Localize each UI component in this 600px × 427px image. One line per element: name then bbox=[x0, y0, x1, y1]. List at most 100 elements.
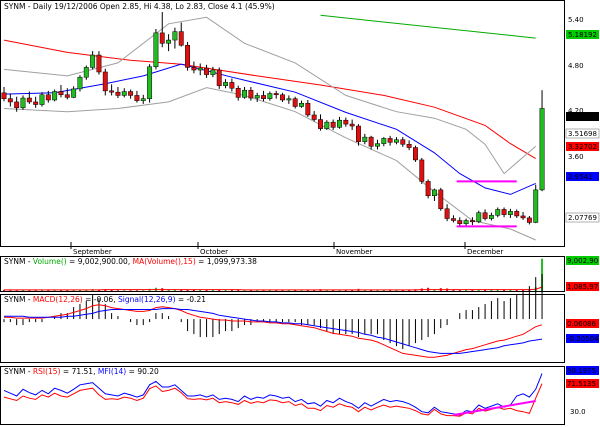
candle-body bbox=[128, 91, 134, 96]
candle-body bbox=[495, 209, 501, 216]
price-tag-label: 3.32702 bbox=[568, 143, 597, 151]
macd-tag-label: 0.06086 bbox=[567, 320, 596, 328]
legend-equals: = bbox=[126, 367, 137, 376]
price-tag-label: 4.1 bbox=[568, 113, 579, 121]
candle-body bbox=[52, 91, 58, 101]
candle-body bbox=[1, 92, 7, 99]
candle-body bbox=[90, 54, 96, 68]
candle-body bbox=[292, 98, 298, 107]
rsi-tag bbox=[566, 379, 599, 388]
volume-bar bbox=[15, 290, 18, 291]
volume-bar bbox=[167, 289, 170, 291]
volume-bar bbox=[490, 289, 493, 291]
volume-bar bbox=[503, 289, 506, 291]
price-tag bbox=[566, 142, 599, 151]
candle-body bbox=[539, 108, 545, 191]
candle-body bbox=[197, 67, 203, 71]
overlay-line bbox=[3, 16, 537, 175]
rsi-line bbox=[3, 383, 543, 417]
macd-signal-label: Signal(12,26,9) bbox=[118, 295, 176, 304]
volume-bar bbox=[104, 289, 107, 291]
candle-body bbox=[330, 121, 336, 128]
overlay-line bbox=[3, 63, 536, 195]
legend-equals: = bbox=[83, 295, 94, 304]
macd-signal-value: -0.21 bbox=[187, 295, 207, 304]
candle-body bbox=[26, 97, 32, 103]
volume-bar bbox=[376, 289, 379, 291]
volume-tag-label: 1,085,97 bbox=[567, 283, 598, 291]
volume-bar bbox=[256, 290, 259, 291]
rsi-tag-label: 90.1975 bbox=[567, 367, 596, 375]
chart-title: SYNM - Daily 19/12/2006 Open 2.85, Hi 4.… bbox=[4, 2, 275, 11]
rsi-tick: 30.0 bbox=[570, 408, 586, 416]
volume-bar bbox=[211, 289, 214, 291]
candle-body bbox=[159, 32, 165, 44]
volume-bar bbox=[53, 289, 56, 291]
candle-body bbox=[375, 143, 380, 147]
candle-body bbox=[254, 95, 260, 99]
volume-bar bbox=[325, 289, 328, 291]
volume-bar bbox=[173, 289, 176, 291]
volume-bar bbox=[515, 289, 518, 291]
volume-legend: SYNM - Volume() = 9,002,900.00, MA(Volum… bbox=[4, 257, 257, 266]
volume-bar bbox=[275, 290, 278, 291]
volume-bar bbox=[72, 289, 75, 291]
channel-layer bbox=[456, 180, 517, 228]
volume-bar bbox=[224, 289, 227, 291]
candle-body bbox=[77, 76, 83, 90]
candle-body bbox=[324, 121, 330, 129]
candle-body bbox=[419, 159, 425, 182]
rsi-tags: 90.1975 71.5135 bbox=[566, 366, 599, 388]
volume-bar bbox=[66, 290, 69, 291]
price-tags: 5.18192 4.1 3.51698 3.32702 2.9541 2.07769 bbox=[565, 30, 600, 223]
candle-body bbox=[450, 218, 456, 221]
volume-bar bbox=[3, 289, 5, 291]
candle-body bbox=[102, 71, 108, 92]
candle-body bbox=[185, 45, 191, 68]
candle-body bbox=[83, 67, 89, 78]
candle-body bbox=[204, 67, 210, 75]
candle-body bbox=[121, 91, 127, 96]
candle-body bbox=[153, 32, 159, 68]
volume-bar bbox=[237, 289, 240, 291]
candle-body bbox=[58, 91, 64, 96]
volume-bar bbox=[129, 290, 132, 291]
legend-comma: , bbox=[113, 295, 118, 304]
candle-body bbox=[488, 215, 494, 219]
candle-body bbox=[406, 144, 412, 148]
rsi-tag bbox=[566, 366, 599, 375]
volume-bar bbox=[205, 289, 208, 291]
candle-body bbox=[337, 119, 342, 128]
candle-body bbox=[134, 95, 140, 101]
candle-body bbox=[45, 94, 51, 101]
macd-legend: SYNM - MACD(12,26) = -0.06, Signal(12,26… bbox=[4, 295, 206, 304]
volume-tag bbox=[566, 256, 599, 265]
candle-body bbox=[387, 138, 393, 143]
macd-tag bbox=[566, 334, 599, 343]
candle-body bbox=[318, 119, 323, 129]
volume-symbol: SYNM bbox=[4, 257, 25, 266]
candle-body bbox=[533, 189, 539, 223]
month-axis: September October November December bbox=[70, 242, 503, 256]
mfi-label: MFI(14) bbox=[98, 367, 126, 376]
candle-body bbox=[71, 88, 77, 98]
candle-body bbox=[33, 101, 39, 105]
candle-body bbox=[216, 69, 222, 86]
rsi-legend: SYNM - RSI(15) = 71.51, MFI(14) = 90.20 bbox=[4, 367, 159, 376]
volume-bar bbox=[300, 290, 303, 291]
candle-body bbox=[147, 66, 153, 99]
macd-tag bbox=[566, 319, 599, 328]
candle-body bbox=[223, 82, 229, 86]
volume-bar bbox=[363, 289, 366, 291]
volume-bar bbox=[344, 289, 347, 291]
volume-bar bbox=[47, 290, 50, 291]
candle-body bbox=[394, 139, 399, 143]
volume-bar bbox=[332, 289, 335, 291]
volume-bar bbox=[116, 290, 119, 291]
candle-body bbox=[311, 114, 317, 120]
volume-bar bbox=[180, 289, 183, 291]
volume-bar bbox=[522, 289, 525, 291]
volume-bar bbox=[452, 289, 455, 291]
candle-body bbox=[191, 67, 197, 71]
